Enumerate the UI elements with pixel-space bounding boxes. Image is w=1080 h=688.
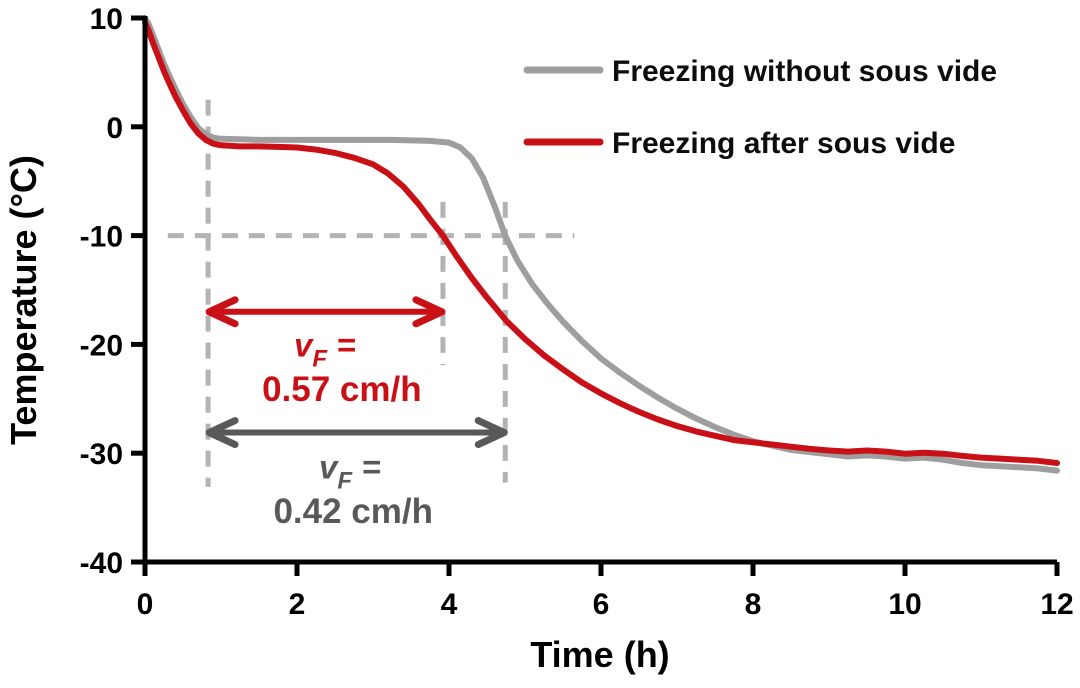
vf-symbol: v — [294, 326, 314, 363]
x-tick-label: 10 — [888, 588, 921, 621]
y-tick-label: 0 — [106, 112, 123, 145]
arrow-head-left-1 — [205, 417, 239, 449]
dashed-guide-lines — [167, 99, 575, 487]
y-tick-label: -10 — [80, 221, 123, 254]
series-curve-0 — [142, 15, 1060, 474]
arrow-head-right-1 — [474, 417, 508, 449]
vf-subscript: F — [337, 467, 353, 494]
y-tick-label: 10 — [90, 3, 123, 36]
x-tick-label: 2 — [289, 588, 306, 621]
y-tick-label: -40 — [80, 547, 123, 580]
y-axis-title: Temperature (°C) — [3, 155, 44, 445]
annotation-vf-red: vF = — [294, 326, 356, 372]
series-curve-1 — [142, 19, 1060, 466]
annotation-rate-value-red: 0.57 cm/h — [262, 370, 422, 409]
y-tick-label: -20 — [80, 329, 123, 362]
y-tick-label: -30 — [80, 438, 123, 471]
legend-label-after-sous-vide: Freezing after sous vide — [612, 127, 955, 160]
x-tick-label: 8 — [745, 588, 762, 621]
arrow-head-right-0 — [412, 296, 446, 328]
x-tick-label: 4 — [441, 588, 458, 621]
x-tick-label: 6 — [593, 588, 610, 621]
x-tick-label: 0 — [137, 588, 154, 621]
axes: 10 0 -10 -20 -30 -40 0 2 4 6 8 10 12 — [80, 3, 1074, 621]
rate-arrows — [205, 296, 508, 449]
annotation-rate-value-gray: 0.42 cm/h — [273, 492, 433, 531]
x-axis-title: Time (h) — [530, 634, 669, 675]
axis-frame — [142, 16, 1057, 565]
vf-subscript: F — [312, 345, 328, 372]
x-tick-label: 12 — [1040, 588, 1073, 621]
legend-label-without-sous-vide: Freezing without sous vide — [612, 55, 997, 88]
data-curves — [142, 15, 1060, 474]
equals-sign: = — [362, 448, 381, 485]
arrow-head-left-0 — [205, 296, 239, 328]
vf-symbol: v — [319, 448, 339, 485]
annotation-vf-gray: vF = — [319, 448, 381, 494]
equals-sign: = — [337, 326, 356, 363]
legend: Freezing without sous vide Freezing afte… — [523, 55, 997, 160]
